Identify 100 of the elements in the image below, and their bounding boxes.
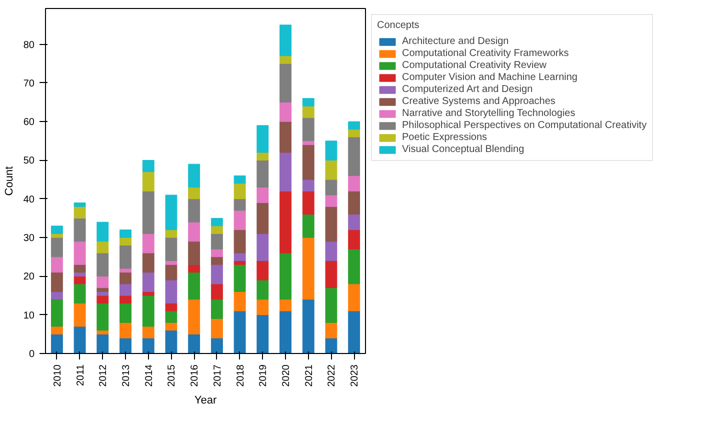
legend-label: Architecture and Design	[402, 36, 509, 47]
bar	[142, 190, 154, 234]
bar	[142, 326, 154, 338]
legend-title: Concepts	[377, 20, 420, 31]
bar	[210, 248, 223, 258]
bar	[234, 230, 246, 254]
bar	[302, 140, 314, 146]
bar	[165, 330, 178, 354]
bar	[210, 318, 223, 338]
bar	[50, 326, 63, 334]
y-tick-label: 30	[23, 233, 35, 244]
bar	[74, 326, 86, 354]
x-axis-title: Year	[194, 394, 217, 407]
bar	[348, 136, 360, 176]
legend-label: Computerized Art and Design	[402, 84, 533, 95]
legend-label: Philosophical Perspectives on Computational Creativity	[402, 120, 647, 131]
bar	[348, 190, 360, 215]
x-tick-label: 2010	[52, 364, 64, 387]
bar	[280, 152, 292, 192]
bar	[74, 206, 86, 218]
legend-label: Narrative and Storytelling Technologies	[402, 108, 576, 119]
bar	[302, 190, 314, 215]
bar	[325, 260, 338, 288]
bar	[280, 299, 292, 312]
bar	[142, 160, 154, 172]
bar	[74, 276, 86, 284]
bar	[302, 299, 314, 354]
y-tick-label: 70	[23, 78, 35, 90]
bar	[188, 222, 200, 242]
bar	[50, 233, 63, 238]
bar	[165, 264, 178, 280]
bar	[74, 303, 86, 327]
bar	[348, 284, 360, 312]
bar	[348, 230, 360, 250]
bar	[142, 233, 154, 254]
bar	[210, 218, 223, 226]
bar	[234, 264, 246, 292]
bar	[234, 252, 246, 261]
bar	[302, 179, 314, 192]
bar	[280, 190, 292, 254]
legend-label: Computational Creativity Review	[402, 60, 547, 71]
y-tick-label: 50	[23, 156, 35, 167]
bar	[120, 237, 132, 246]
bar	[234, 210, 246, 230]
bar	[325, 241, 338, 261]
bar	[120, 338, 132, 354]
bar	[302, 237, 314, 300]
bar	[120, 284, 132, 296]
y-axis-title: Count	[3, 166, 16, 196]
bar	[165, 280, 178, 304]
bar	[280, 24, 292, 56]
y-tick-label: 0	[28, 349, 35, 360]
bar	[74, 284, 86, 304]
bar	[256, 299, 269, 316]
bar	[256, 202, 269, 234]
bar	[96, 222, 109, 242]
x-tick-label: 2021	[304, 364, 315, 387]
legend-label: Creative Systems and Approaches	[402, 96, 556, 107]
bar	[120, 245, 132, 269]
bar	[325, 179, 338, 196]
bar	[74, 264, 86, 273]
bar	[74, 272, 86, 276]
bar	[96, 295, 109, 304]
bar	[165, 230, 178, 238]
bar	[96, 291, 109, 296]
bar	[256, 125, 269, 153]
x-tick-label: 2015	[166, 364, 178, 387]
bar	[256, 160, 269, 188]
bar	[234, 310, 246, 354]
bar	[348, 175, 360, 192]
bar	[96, 252, 109, 276]
bar	[348, 248, 360, 284]
bar	[210, 284, 223, 300]
bar	[120, 322, 132, 338]
bar	[280, 102, 292, 122]
bar	[165, 237, 178, 261]
bar	[325, 322, 338, 338]
bar	[96, 276, 109, 288]
bar	[120, 303, 132, 323]
bar	[234, 260, 246, 265]
x-tick-label: 2019	[258, 364, 270, 387]
bar	[302, 98, 314, 106]
bar	[325, 206, 338, 242]
bar	[234, 291, 246, 312]
bar	[188, 272, 200, 300]
bar	[280, 63, 292, 102]
bar	[50, 256, 63, 273]
bar	[142, 338, 154, 354]
legend-label: Computer Vision and Machine Learning	[402, 72, 578, 83]
bar	[142, 291, 154, 296]
legend-label: Poetic Expressions	[402, 132, 488, 143]
bar	[348, 121, 360, 130]
bar	[50, 226, 63, 234]
bar	[234, 175, 246, 184]
bar	[142, 252, 154, 273]
bar	[96, 303, 109, 331]
x-tick-label: 2023	[350, 364, 361, 387]
bar	[142, 295, 154, 327]
bar	[256, 233, 269, 261]
bar	[74, 202, 86, 207]
